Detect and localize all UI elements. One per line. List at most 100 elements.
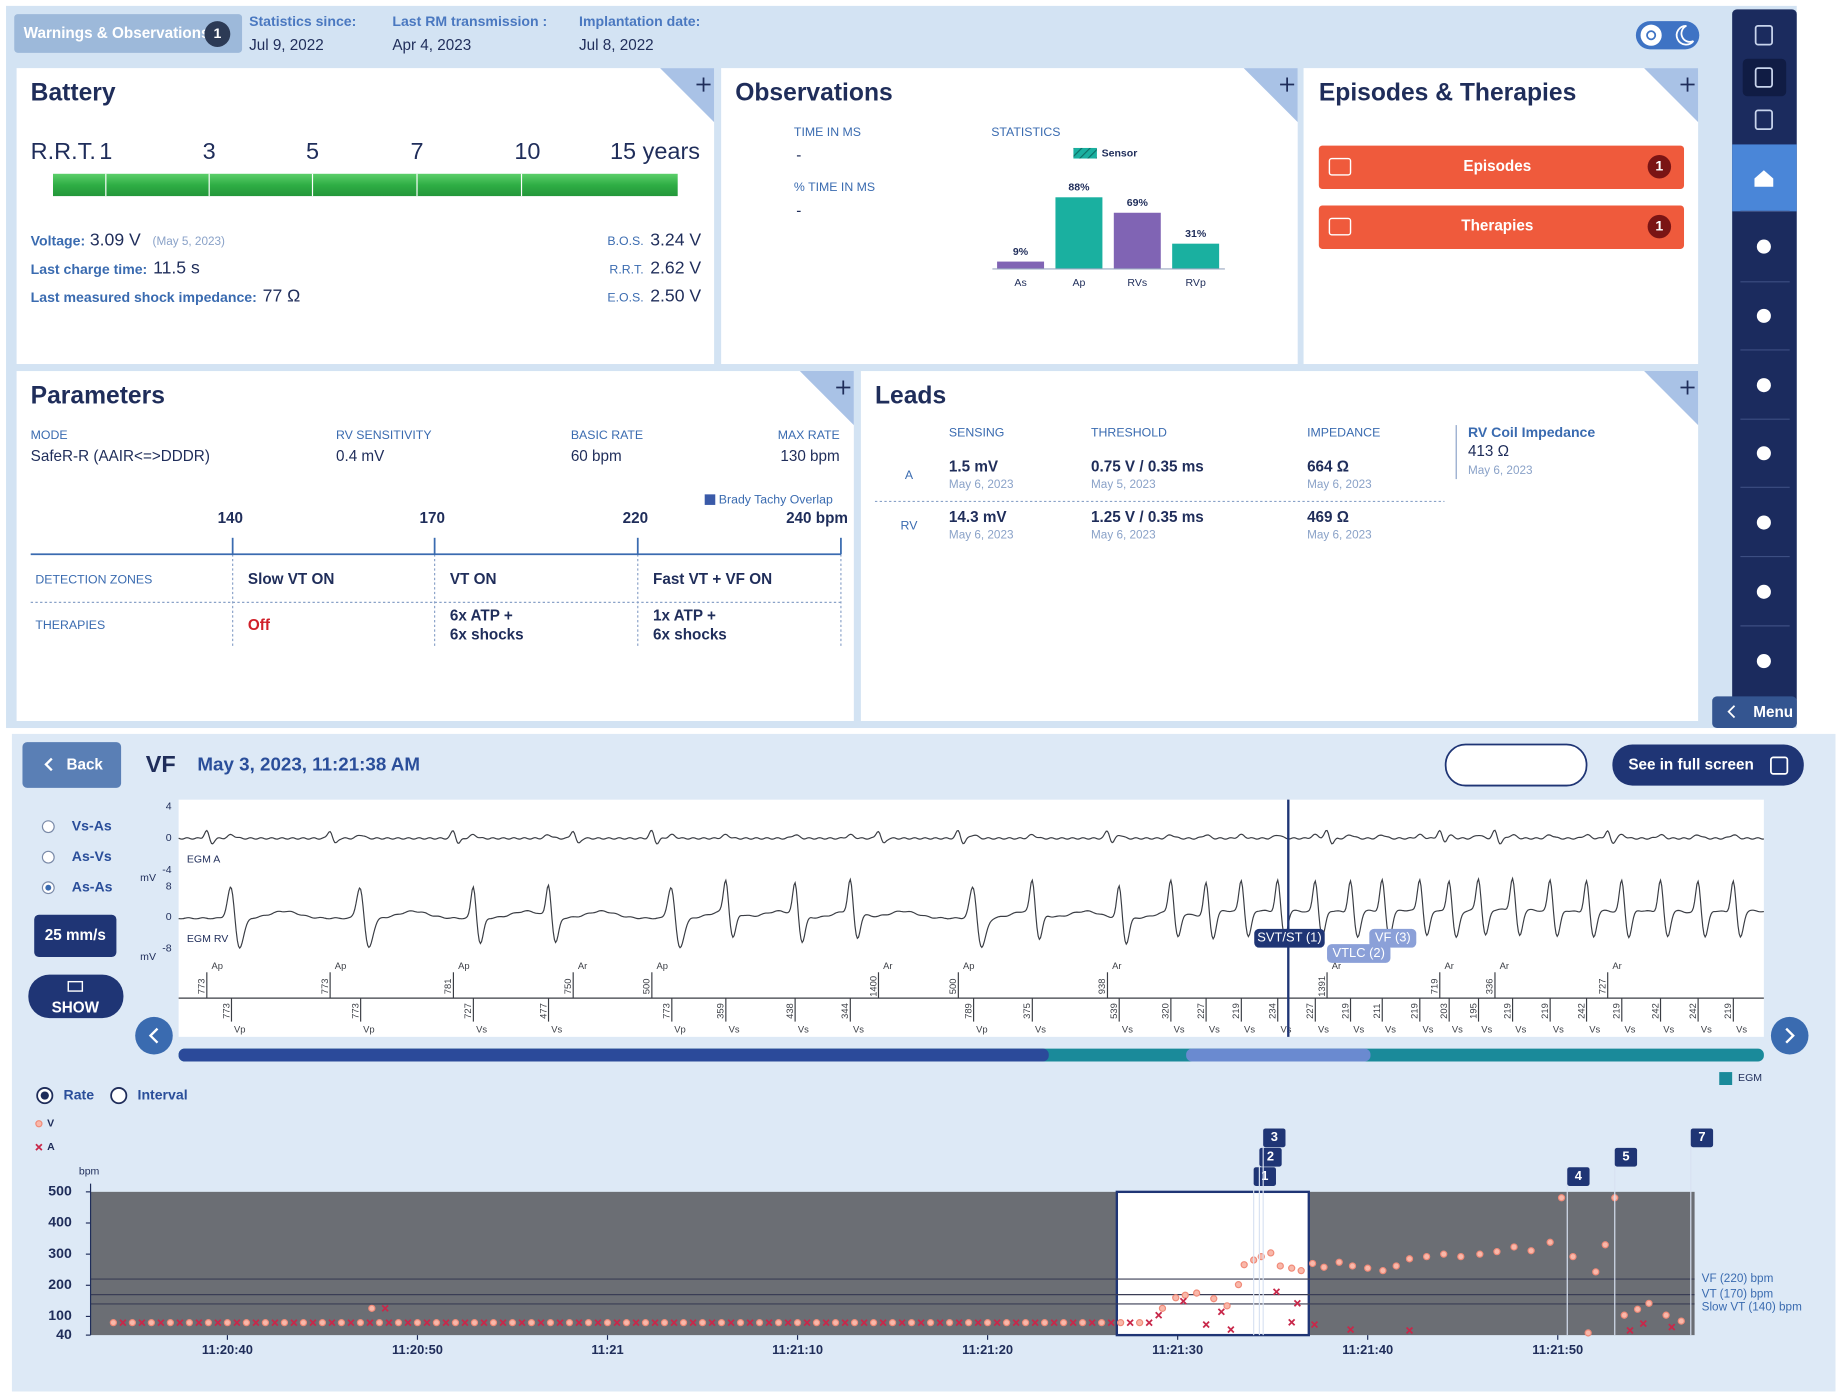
scatter-point (1088, 1319, 1096, 1327)
home-icon[interactable] (1754, 170, 1774, 187)
analysis-label: Analysis (1485, 757, 1548, 774)
event-flag[interactable] (1567, 1167, 1590, 1186)
scatter-point (527, 1319, 536, 1327)
warnings-button[interactable] (14, 14, 243, 53)
analysis-button[interactable] (1444, 743, 1588, 787)
coil-value: 413 Ω (1468, 443, 1509, 460)
expand-corner[interactable] (799, 371, 854, 426)
event-label: 1 (1261, 1168, 1268, 1183)
egm-unit: mV (140, 872, 156, 884)
sidebar-icon[interactable] (1756, 584, 1771, 599)
battery-level-value: 3.24 V (650, 229, 701, 249)
scatter-point (480, 1319, 488, 1327)
scatter-point (299, 1319, 308, 1327)
parameter-value: 0.4 mV (336, 448, 385, 465)
zone-tick-label: 240 bpm (786, 510, 848, 527)
episode-annotation[interactable] (1369, 928, 1417, 948)
sidebar-icon[interactable] (1754, 109, 1773, 131)
scatter-point (470, 1319, 479, 1327)
ventricular-marker-interval: 234 (1267, 1003, 1278, 1019)
bar (1055, 197, 1103, 269)
scatter-point (1297, 1267, 1305, 1275)
event-flag[interactable] (1614, 1147, 1638, 1167)
sidebar-icon[interactable] (1756, 446, 1771, 461)
nav-previous[interactable] (135, 1016, 173, 1055)
scatter-point (423, 1319, 431, 1327)
sidebar-icon[interactable] (1756, 654, 1771, 669)
battery-level-label: B.O.S. (607, 234, 643, 248)
show-button[interactable] (28, 974, 124, 1019)
mode-radio[interactable] (41, 850, 55, 864)
sidebar-icon[interactable] (1756, 515, 1771, 530)
y-tick-label: 100 (48, 1307, 72, 1323)
sidebar-icon[interactable] (1754, 67, 1773, 88)
event-flag[interactable] (1259, 1147, 1282, 1167)
atrial-marker-label: Ap (458, 960, 469, 971)
scrollbar-thumb[interactable] (1186, 1048, 1371, 1062)
scatter-point (166, 1319, 175, 1327)
fullscreen-button[interactable] (1612, 744, 1804, 786)
ventricular-marker-interval: 242 (1575, 1003, 1586, 1019)
scatter-point (1668, 1323, 1676, 1331)
sidebar-icon[interactable] (1756, 308, 1771, 323)
scatter-point (841, 1319, 849, 1327)
ventricular-marker-label: Vs (1318, 1023, 1329, 1034)
ventricular-marker-label: Vs (1423, 1023, 1434, 1034)
scatter-point (641, 1319, 650, 1327)
lead-row-label: A (905, 468, 914, 482)
panel (721, 68, 1298, 365)
warnings-count: 1 (213, 25, 221, 41)
stat-value: Jul 9, 2022 (249, 37, 324, 54)
scatter-point (1633, 1305, 1642, 1313)
scatter-point (404, 1319, 412, 1327)
scatter-point (337, 1319, 346, 1327)
sidebar-icon[interactable] (1756, 378, 1771, 393)
lead-date: May 6, 2023 (1307, 478, 1372, 491)
ventricular-marker-label: Vs (1353, 1023, 1364, 1034)
scatter-point (1126, 1319, 1134, 1327)
speed-button[interactable] (34, 914, 117, 958)
event-flag[interactable] (1263, 1128, 1286, 1148)
mode-radio-dot (45, 884, 52, 891)
alert-button[interactable] (1318, 145, 1685, 190)
scatter-point (898, 1319, 906, 1327)
scatter-point (1223, 1302, 1231, 1310)
scatter-point (413, 1319, 422, 1327)
ventricular-marker-interval: 375 (1021, 1003, 1032, 1019)
scatter-point (1677, 1317, 1685, 1325)
ventricular-marker-interval: 242 (1687, 1003, 1698, 1019)
bar-value-label: 9% (1013, 246, 1029, 258)
menu-tab[interactable] (1712, 696, 1797, 729)
nav-arrow (1785, 1027, 1795, 1044)
atrial-marker-label: Ar (578, 960, 587, 971)
scatter-point (381, 1304, 389, 1312)
episode-annotation[interactable] (1254, 928, 1325, 948)
event-label: 2 (1267, 1149, 1274, 1164)
ventricular-marker-interval: 789 (962, 1003, 973, 1019)
egm-tick-label: -4 (162, 864, 172, 876)
zone-tick-label: 140 (218, 510, 243, 527)
show-icon (67, 980, 84, 992)
zone-cell: 1x ATP + (653, 608, 716, 625)
lead-value: 1.25 V / 0.35 ms (1091, 509, 1204, 526)
mode-radio[interactable] (41, 820, 55, 834)
sidebar-icon[interactable] (1754, 24, 1773, 46)
expand-corner[interactable] (1644, 371, 1699, 426)
display-mode-label: Interval (138, 1086, 188, 1102)
scatter-point (565, 1319, 574, 1327)
sidebar-icon[interactable] (1756, 239, 1771, 254)
scatter-point (385, 1319, 393, 1327)
nav-next[interactable] (1770, 1016, 1809, 1055)
scatter-point (1288, 1318, 1296, 1326)
display-radio[interactable] (110, 1087, 128, 1105)
scatter-point (888, 1319, 897, 1327)
row-label: THERAPIES (35, 618, 105, 632)
scatter-point (603, 1319, 612, 1327)
back-button[interactable] (22, 742, 122, 788)
episode-annotation[interactable] (1327, 944, 1391, 963)
alert-badge (1647, 214, 1672, 239)
scatter-point (1620, 1311, 1628, 1319)
ventricular-marker-label: Vp (674, 1023, 685, 1034)
alert-button[interactable] (1318, 205, 1685, 249)
event-flag[interactable] (1690, 1128, 1714, 1148)
